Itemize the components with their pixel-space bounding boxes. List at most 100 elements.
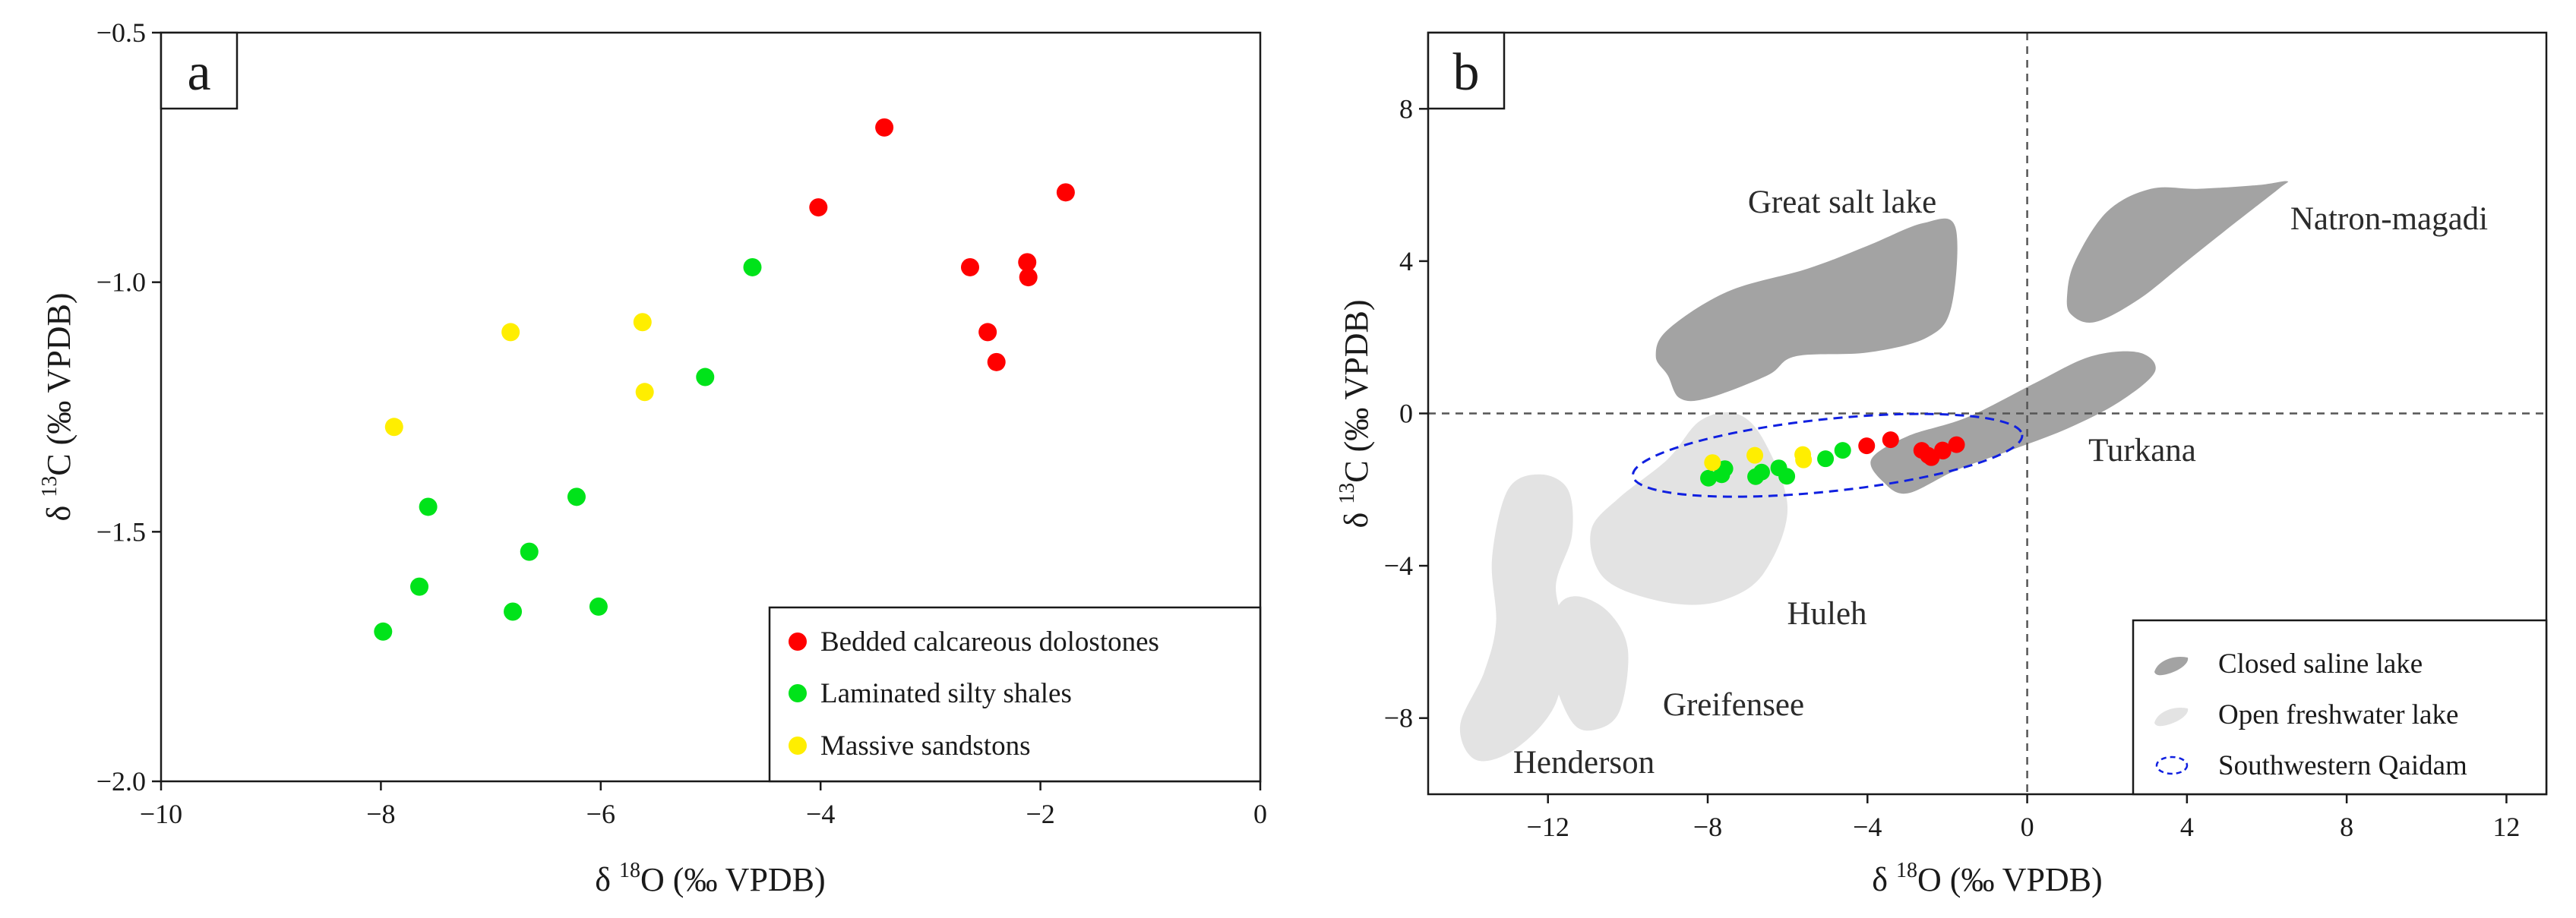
panel-b-y-tick-label: −8 xyxy=(1384,703,1413,733)
panel-b-x-tick-label: −4 xyxy=(1853,812,1882,842)
southwestern-qaidam-ellipse xyxy=(1631,412,2024,498)
panel-a-point-bedded-calcareous-dolostones xyxy=(875,118,894,137)
panel-a-x-tick-label: 0 xyxy=(1253,799,1267,829)
panel-a-legend: Bedded calcareous dolostones Laminated s… xyxy=(768,606,1262,783)
legend-label-open-freshwater-lake: Open freshwater lake xyxy=(2218,699,2458,730)
region-turkana xyxy=(1870,351,2156,494)
panel-b-point-laminated-silty-shales xyxy=(1747,468,1765,485)
panel-a-x-axis-title: δ 18O (‰ VPDB) xyxy=(595,859,825,898)
panel-b-x-tick-label: 12 xyxy=(2492,812,2520,842)
panel-a-point-laminated-silty-shales xyxy=(743,257,762,276)
panel-a-point-massive-sandstons xyxy=(635,383,654,402)
panel-b-reference-lines xyxy=(1428,33,2546,794)
legend-label-dolostones: Bedded calcareous dolostones xyxy=(820,626,1159,658)
panel-a-x-tick-label: −10 xyxy=(140,799,182,829)
panel-b-plot-frame xyxy=(1427,31,2548,796)
legend-marker-shales xyxy=(789,684,807,702)
panel-b-qaidam-ellipse xyxy=(1631,412,2024,498)
panel-a-x-tick-label: −6 xyxy=(586,799,615,829)
panel-b-y-tick-label: 0 xyxy=(1399,399,1413,429)
panel-b-point-massive-sandstons xyxy=(1795,451,1813,468)
panel-a-x-tick-label: −2 xyxy=(1026,799,1054,829)
panel-a-x-tick-label: −4 xyxy=(806,799,835,829)
panel-a-legend-box xyxy=(768,606,1262,783)
legend-label-shales: Laminated silty shales xyxy=(820,678,1072,709)
panel-a-point-bedded-calcareous-dolostones xyxy=(1056,183,1075,202)
panel-a-point-laminated-silty-shales xyxy=(410,577,429,596)
panel-b-x-tick-label: −8 xyxy=(1693,812,1722,842)
legend-marker-dolostones xyxy=(789,633,807,651)
region-natron-magadi xyxy=(2066,181,2289,323)
panel-a: −10 −8 −6 −4 −2 0 −2.0 −1.5 −1.0 −0.5 a δ 18O (‰ … xyxy=(38,17,1267,898)
legend-swatch-closed-saline-lake xyxy=(2154,656,2189,676)
region-henderson xyxy=(1459,474,1573,762)
region-huleh xyxy=(1590,412,1788,605)
panel-a-label: a xyxy=(187,43,210,102)
panel-a-point-massive-sandstons xyxy=(384,418,403,437)
panel-a-point-massive-sandstons xyxy=(633,313,652,332)
panel-b-y-tick-label: 4 xyxy=(1399,246,1413,276)
panel-b-label: b xyxy=(1453,43,1480,102)
panel-b-point-bedded-calcareous-dolostones xyxy=(1948,436,1965,453)
panel-b-x-tick-label: 8 xyxy=(2340,812,2353,842)
panel-a-y-axis-title: δ 13C (‰ VPDB) xyxy=(38,293,77,522)
panel-b-lake-regions xyxy=(1459,181,2289,762)
region-label-henderson: Henderson xyxy=(1513,745,1655,781)
panel-b-ticks: −12 −8 −4 0 4 8 12 −8 −4 0 4 8 xyxy=(1384,93,2521,842)
panel-a-point-bedded-calcareous-dolostones xyxy=(1018,253,1037,272)
panel-b-point-laminated-silty-shales xyxy=(1778,468,1796,485)
panel-a-point-laminated-silty-shales xyxy=(520,542,539,561)
panel-a-point-laminated-silty-shales xyxy=(696,368,715,386)
panel-a-plot-frame xyxy=(160,31,1262,783)
panel-b-point-bedded-calcareous-dolostones xyxy=(1923,449,1940,466)
panel-b-legend-box xyxy=(2132,619,2548,796)
panel-a-point-bedded-calcareous-dolostones xyxy=(1019,268,1038,287)
panel-a-point-bedded-calcareous-dolostones xyxy=(987,352,1006,371)
region-label-great-salt-lake: Great salt lake xyxy=(1748,185,1936,220)
panel-b-point-massive-sandstons xyxy=(1704,454,1721,472)
panel-a-y-tick-label: −0.5 xyxy=(96,17,146,48)
panel-a-label-box xyxy=(160,31,239,110)
panel-b-x-axis-title: δ 18O (‰ VPDB) xyxy=(1872,859,2102,898)
region-great-salt-lake xyxy=(1655,218,1958,402)
panel-a-ticks: −10 −8 −6 −4 −2 0 −2.0 −1.5 −1.0 −0.5 xyxy=(96,17,1267,829)
panel-a-point-massive-sandstons xyxy=(501,323,520,342)
panel-b-point-massive-sandstons xyxy=(1746,446,1764,464)
panel-a-point-laminated-silty-shales xyxy=(374,622,393,641)
panel-b-point-laminated-silty-shales xyxy=(1700,469,1718,487)
panel-a-y-tick-label: −1.0 xyxy=(96,267,146,298)
panel-a-point-laminated-silty-shales xyxy=(589,597,608,616)
panel-b: −12 −8 −4 0 4 8 12 −8 −4 0 4 8 b Great salt lake Na… xyxy=(1335,31,2548,898)
panel-b-label-box xyxy=(1427,31,1506,110)
legend-label-sandstones: Massive sandstons xyxy=(820,730,1030,762)
region-label-greifensee: Greifensee xyxy=(1663,687,1804,723)
region-label-natron-magadi: Natron-magadi xyxy=(2290,201,2488,237)
region-greifensee xyxy=(1550,596,1629,731)
panel-b-point-laminated-silty-shales xyxy=(1713,466,1731,484)
panel-a-y-tick-label: −1.5 xyxy=(96,516,146,547)
legend-marker-sandstones xyxy=(789,737,807,755)
panel-a-x-tick-label: −8 xyxy=(366,799,395,829)
region-label-turkana: Turkana xyxy=(2088,433,2196,468)
panel-b-x-tick-label: 0 xyxy=(2021,812,2034,842)
panel-a-point-laminated-silty-shales xyxy=(567,487,586,506)
panel-a-point-bedded-calcareous-dolostones xyxy=(978,323,997,342)
legend-swatch-southwestern-qaidam xyxy=(2155,756,2189,775)
panel-b-point-laminated-silty-shales xyxy=(1834,442,1851,459)
panel-b-point-laminated-silty-shales xyxy=(1817,450,1835,468)
panel-b-point-bedded-calcareous-dolostones xyxy=(1858,437,1876,455)
region-label-huleh: Huleh xyxy=(1787,596,1866,632)
panel-a-point-bedded-calcareous-dolostones xyxy=(960,257,979,276)
panel-b-y-axis-title: δ 13C (‰ VPDB) xyxy=(1335,300,1375,528)
legend-label-southwestern-qaidam: Southwestern Qaidam xyxy=(2218,750,2467,781)
panel-a-y-tick-label: −2.0 xyxy=(96,766,146,797)
panel-b-point-bedded-calcareous-dolostones xyxy=(1882,431,1899,449)
legend-label-closed-saline-lake: Closed saline lake xyxy=(2218,648,2423,680)
panel-b-data-points xyxy=(1700,431,1965,487)
panel-a-point-laminated-silty-shales xyxy=(419,497,438,516)
panel-b-x-tick-label: 4 xyxy=(2180,812,2194,842)
panel-a-point-laminated-silty-shales xyxy=(504,602,523,621)
panel-a-point-bedded-calcareous-dolostones xyxy=(809,198,828,217)
legend-swatch-open-freshwater-lake xyxy=(2154,707,2189,727)
